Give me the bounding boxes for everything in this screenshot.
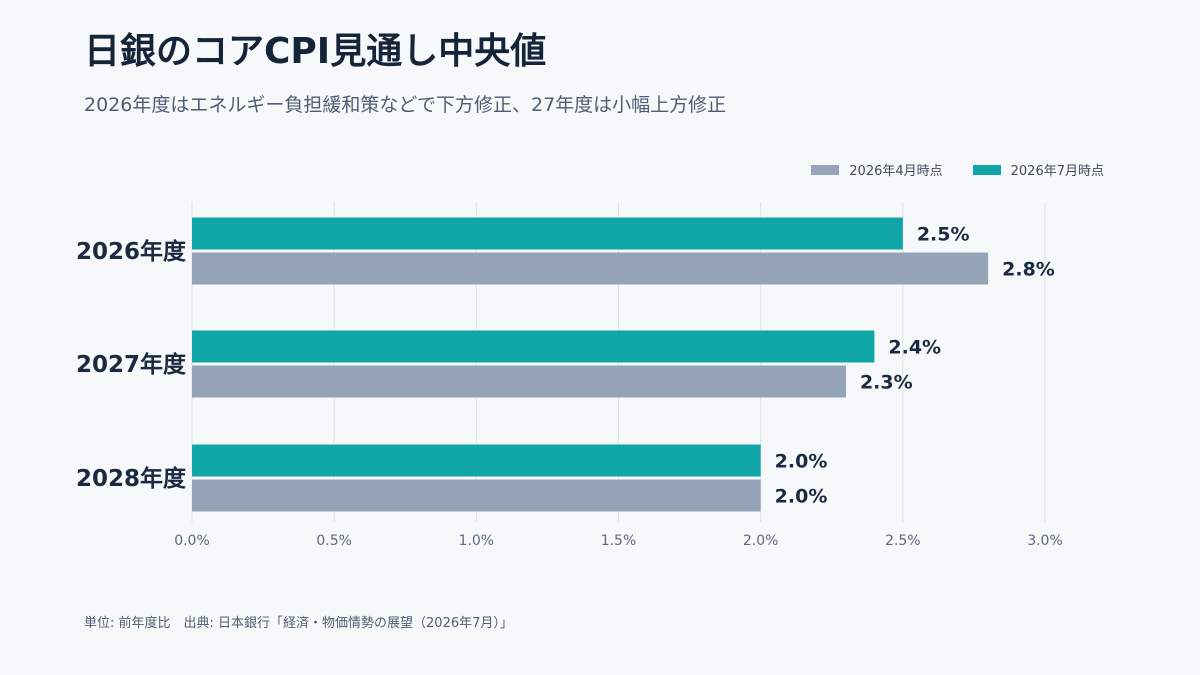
legend-swatch-july <box>972 164 1001 175</box>
legend: 2026年4月時点 2026年7月時点 <box>811 160 1104 179</box>
x-tick-label: 0.0% <box>174 533 210 549</box>
chart-title: 日銀のコアCPI見通し中央値 <box>84 31 547 72</box>
category-label: 2026年度 <box>76 238 187 265</box>
legend-label-july: 2026年7月時点 <box>1010 164 1104 179</box>
x-tick-label: 1.0% <box>459 533 495 549</box>
bar-april <box>192 365 846 398</box>
legend-item-july: 2026年7月時点 <box>972 160 1104 179</box>
x-tick-label: 3.0% <box>1027 533 1063 549</box>
data-label: 2.0% <box>775 451 828 473</box>
x-tick-label: 2.0% <box>743 533 779 549</box>
source-note: 単位: 前年度比 出典: 日本銀行「経済・物価情勢の展望（2026年7月）」 <box>84 616 513 631</box>
x-tick-label: 2.5% <box>885 533 921 549</box>
bar-july <box>192 217 903 250</box>
data-label: 2.0% <box>775 486 828 508</box>
category-label: 2028年度 <box>76 465 187 492</box>
bar-april <box>192 252 989 285</box>
data-label: 2.8% <box>1002 259 1055 281</box>
legend-swatch-april <box>811 164 840 175</box>
x-tick-label: 0.5% <box>316 533 352 549</box>
data-label: 2.4% <box>888 337 941 359</box>
data-label: 2.3% <box>860 372 913 394</box>
bar-july <box>192 444 761 477</box>
bar-april <box>192 479 761 512</box>
x-tick-label: 1.5% <box>601 533 637 549</box>
data-label: 2.5% <box>917 224 970 246</box>
category-label: 2027年度 <box>76 351 187 378</box>
legend-item-april: 2026年4月時点 <box>811 160 943 179</box>
legend-label-april: 2026年4月時点 <box>849 164 943 179</box>
chart-subtitle: 2026年度はエネルギー負担緩和策などで下方修正、27年度は小幅上方修正 <box>84 94 727 116</box>
bar-july <box>192 330 875 363</box>
